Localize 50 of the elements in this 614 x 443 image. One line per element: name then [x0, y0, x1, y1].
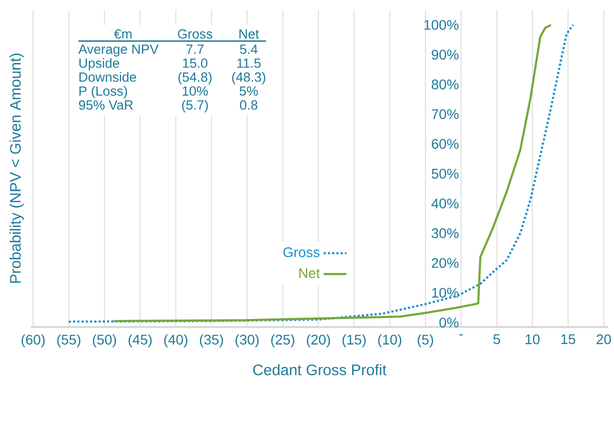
- annotation: (48.3): [232, 72, 266, 84]
- annotation: (5.7): [182, 100, 208, 112]
- annotation: 7.7: [186, 44, 204, 54]
- y-tick-label: 60%: [432, 139, 459, 149]
- x-tick-label: (50): [92, 334, 116, 348]
- y-tick-label: 90%: [432, 50, 459, 60]
- x-tick-label: (60): [22, 334, 45, 348]
- y-axis-title: Probability (NPV < Given Amount): [10, 54, 24, 283]
- annotation: P (Loss): [79, 86, 127, 98]
- x-tick-label: (45): [128, 334, 152, 348]
- x-tick-label: 20: [596, 334, 611, 344]
- y-tick-label: 0%: [439, 318, 459, 328]
- y-tick-label: 30%: [432, 228, 459, 238]
- y-tick-label: 40%: [431, 198, 459, 208]
- annotation: €m: [114, 29, 132, 39]
- annotation: 0.8: [240, 100, 258, 110]
- x-tick-label: (15): [342, 334, 366, 348]
- x-tick-label: 15: [561, 334, 576, 344]
- x-tick-label: -: [459, 334, 463, 336]
- x-tick-label: (5): [418, 334, 434, 348]
- x-axis-title: Cedant Gross Profit: [253, 364, 386, 376]
- x-tick-label: (40): [164, 334, 188, 348]
- x-tick-label: (20): [306, 334, 330, 348]
- annotation: 15.0: [183, 58, 208, 68]
- y-tick-label: 20%: [432, 258, 459, 268]
- annotation: Downside: [79, 72, 136, 82]
- annotation: Net: [239, 29, 259, 39]
- legend-label: Net: [299, 268, 320, 278]
- annotation: 10%: [182, 86, 208, 96]
- x-tick-label: (25): [271, 334, 294, 348]
- annotation: 11.5: [237, 58, 261, 68]
- x-tick-label: (35): [200, 334, 223, 348]
- y-tick-label: 70%: [432, 109, 459, 120]
- y-tick-label: 100%: [424, 20, 459, 30]
- x-tick-label: 10: [526, 334, 540, 344]
- legend-label: Gross: [283, 247, 320, 258]
- y-tick-label: 50%: [432, 168, 459, 179]
- annotation: 5.4: [240, 44, 258, 54]
- annotation: 95% VaR: [78, 100, 133, 110]
- annotation: (54.8): [178, 72, 212, 84]
- x-tick-label: (30): [236, 334, 259, 348]
- x-tick-label: (55): [57, 334, 80, 348]
- y-tick-label: 80%: [432, 79, 459, 90]
- annotation: Upside: [79, 58, 120, 70]
- annotation: Gross: [178, 29, 212, 39]
- annotation: Average NPV: [78, 44, 159, 57]
- y-tick-label: 10%: [432, 288, 459, 298]
- x-tick-label: 5: [493, 334, 500, 344]
- annotation: 5%: [240, 86, 258, 96]
- x-tick-label: (10): [378, 334, 402, 348]
